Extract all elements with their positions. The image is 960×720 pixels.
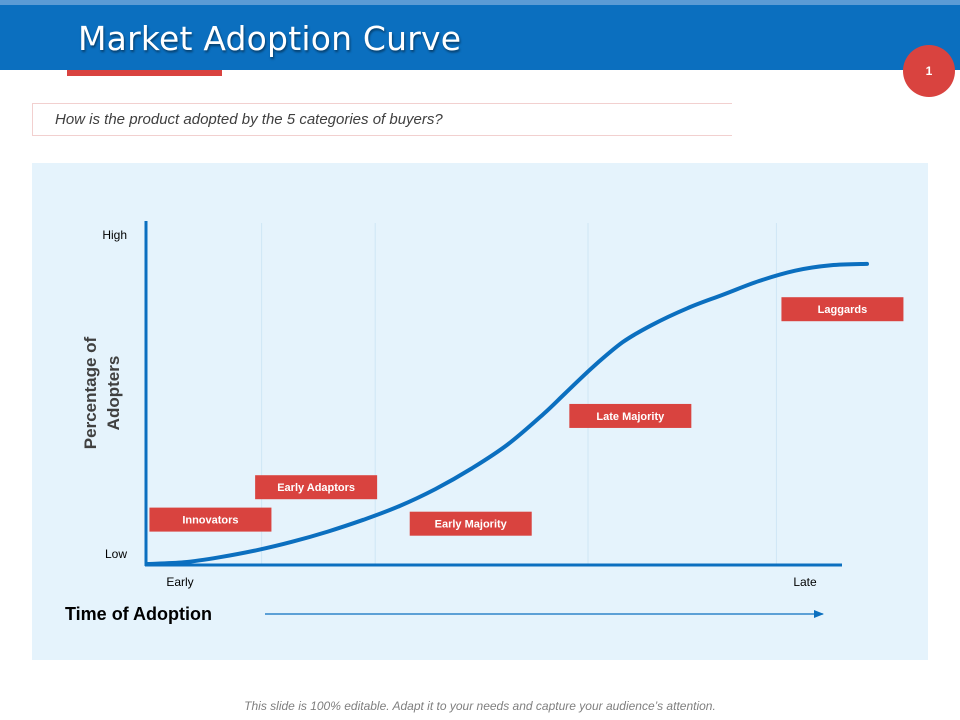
category-early-adaptors: Early Adaptors	[255, 475, 378, 500]
category-label: Late Majority	[596, 411, 665, 423]
category-label: Innovators	[182, 515, 238, 527]
category-innovators: Innovators	[149, 507, 272, 532]
category-label: Early Adaptors	[277, 482, 355, 494]
category-box	[569, 403, 692, 428]
x-tick-late: Late	[793, 575, 817, 589]
category-box	[255, 475, 378, 500]
header-bar: Market Adoption Curve	[0, 5, 960, 70]
category-late-majority: Late Majority	[569, 403, 692, 428]
adopter-categories: Innovators Early Adaptors Early Majority La…	[149, 297, 904, 536]
question-text: How is the product adopted by the 5 cate…	[55, 111, 443, 128]
y-axis-title-line1: Percentage of	[81, 336, 100, 449]
category-laggards: Laggards	[781, 297, 904, 322]
y-tick-high: High	[102, 228, 127, 242]
adoption-chart: Innovators Early Adaptors Early Majority La…	[65, 221, 904, 624]
x-axis-title: Time of Adoption	[65, 604, 212, 624]
slide-title: Market Adoption Curve	[78, 19, 462, 58]
page-number-badge: 1	[903, 45, 955, 97]
category-early-majority: Early Majority	[409, 511, 532, 536]
chart-panel: Innovators Early Adaptors Early Majority La…	[32, 163, 928, 660]
adoption-curve-line	[146, 261, 869, 566]
top-accent-strip	[0, 0, 960, 5]
x-tick-early: Early	[166, 575, 193, 589]
y-axis-title-line2: Adopters	[104, 356, 123, 431]
footer-note: This slide is 100% editable. Adapt it to…	[244, 699, 716, 713]
category-label: Laggards	[818, 304, 868, 316]
gridlines	[261, 223, 777, 564]
category-label: Early Majority	[435, 519, 508, 531]
title-underline	[67, 70, 222, 76]
question-box: How is the product adopted by the 5 cate…	[32, 103, 732, 136]
category-box	[781, 297, 904, 322]
y-tick-low: Low	[105, 547, 127, 561]
category-box	[409, 511, 532, 536]
category-box	[149, 507, 272, 532]
